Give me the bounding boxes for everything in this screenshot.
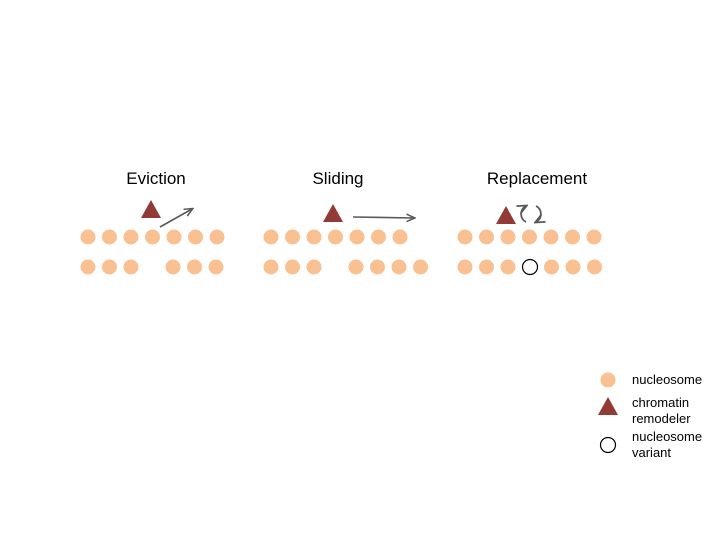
replacement-top-nucleosome bbox=[543, 229, 559, 245]
sliding-arrow bbox=[352, 217, 414, 218]
replacement-bottom-nucleosome bbox=[479, 259, 494, 275]
replacement-exchange-arrow-left bbox=[521, 206, 526, 223]
replacement-top-nucleosome bbox=[457, 229, 473, 245]
eviction-bottom-nucleosome bbox=[80, 259, 96, 275]
sliding-top-nucleosome bbox=[392, 229, 408, 245]
eviction-bottom-nucleosome bbox=[208, 259, 224, 275]
replacement-nucleosome-variant bbox=[521, 258, 539, 276]
sliding-bottom-nucleosome bbox=[285, 259, 300, 275]
legend-nucleosome-symbol bbox=[600, 372, 616, 388]
sliding-top-nucleosome bbox=[306, 229, 322, 245]
eviction-top-nucleosome bbox=[188, 229, 203, 245]
replacement-title: Replacement bbox=[486, 169, 588, 188]
eviction-top-nucleosome bbox=[80, 229, 96, 245]
legend-variant-symbol bbox=[599, 436, 617, 454]
eviction-top-nucleosome bbox=[102, 229, 117, 245]
replacement-top-nucleosome bbox=[479, 229, 494, 245]
sliding-top-nucleosome bbox=[263, 229, 279, 245]
sliding-top-nucleosome bbox=[349, 229, 365, 245]
eviction-top-nucleosome bbox=[166, 229, 182, 245]
eviction-title: Eviction bbox=[126, 169, 186, 188]
eviction-bottom-nucleosome bbox=[187, 259, 202, 275]
sliding-bottom-nucleosome bbox=[391, 259, 407, 275]
eviction-top-nucleosome bbox=[145, 229, 160, 245]
sliding-bottom-nucleosome bbox=[348, 259, 364, 275]
replacement-top-nucleosome bbox=[586, 229, 602, 245]
sliding-chromatin-remodeler bbox=[323, 204, 343, 222]
sliding-title: Sliding bbox=[312, 169, 364, 188]
replacement-bottom-nucleosome bbox=[457, 259, 473, 275]
sliding-bottom-nucleosome bbox=[263, 259, 279, 275]
eviction-bottom-nucleosome bbox=[165, 259, 181, 275]
sliding-top-nucleosome bbox=[285, 229, 300, 245]
replacement-top-nucleosome bbox=[500, 229, 516, 245]
replacement-exchange-arrow-right bbox=[536, 205, 541, 222]
sliding-top-nucleosome bbox=[328, 229, 343, 245]
replacement-top-nucleosome bbox=[522, 229, 537, 245]
eviction-chromatin-remodeler bbox=[141, 200, 161, 218]
eviction-top-nucleosome bbox=[209, 229, 225, 245]
sliding-bottom-nucleosome bbox=[306, 259, 322, 275]
replacement-bottom-nucleosome bbox=[565, 259, 581, 275]
eviction-arrow bbox=[159, 209, 192, 228]
eviction-top-nucleosome bbox=[123, 229, 139, 245]
replacement-bottom-nucleosome bbox=[500, 259, 516, 275]
replacement-bottom-nucleosome bbox=[587, 259, 602, 275]
replacement-top-nucleosome bbox=[565, 229, 580, 245]
eviction-bottom-nucleosome bbox=[102, 259, 117, 275]
eviction-bottom-nucleosome bbox=[123, 259, 139, 275]
legend-nucleosome-label: nucleosome bbox=[632, 372, 703, 387]
replacement-chromatin-remodeler bbox=[496, 206, 516, 224]
replacement-bottom-nucleosome bbox=[544, 259, 559, 275]
sliding-bottom-nucleosome bbox=[370, 259, 385, 275]
legend-remodeler-symbol bbox=[598, 397, 618, 415]
sliding-top-nucleosome bbox=[371, 229, 386, 245]
legend-variant-label: nucleosome variant bbox=[632, 429, 703, 460]
sliding-bottom-nucleosome bbox=[413, 259, 428, 275]
legend-remodeler-label: chromatin remodeler bbox=[632, 395, 691, 426]
